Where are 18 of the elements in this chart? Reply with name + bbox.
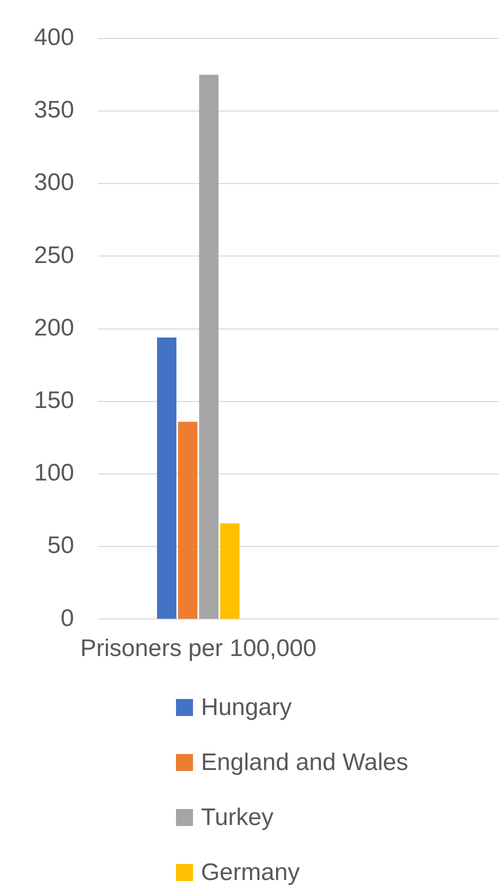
y-tick-label: 200 [34,314,74,342]
legend-label: England and Wales [201,748,408,776]
y-tick-label: 250 [34,242,74,269]
x-tick-label: Prisoners per 100,000 [80,635,316,662]
bar [157,338,176,619]
y-tick-label: 50 [47,532,74,560]
y-tick-label: 100 [34,460,74,487]
y-tick-label: 350 [34,96,74,124]
legend-label: Hungary [201,694,292,722]
bar [199,74,218,619]
legend-label: Turkey [201,804,274,832]
y-tick-label: 150 [34,387,74,414]
y-tick-label: 0 [60,604,74,632]
y-tick-label: 400 [34,24,74,52]
y-tick-label: 300 [34,169,74,196]
bar [178,422,198,619]
bar [220,523,240,619]
legend-label: Germany [201,858,300,886]
